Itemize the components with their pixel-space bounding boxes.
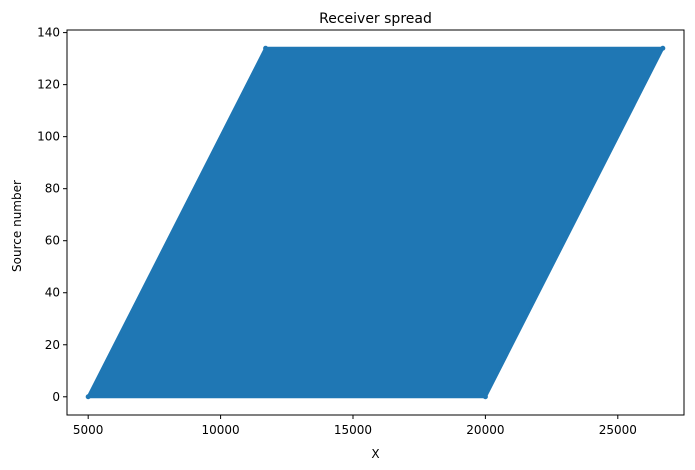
- x-tick-label: 10000: [201, 423, 239, 437]
- y-tick-label: 140: [37, 26, 60, 40]
- chart-title: Receiver spread: [319, 11, 432, 27]
- x-tick-label: 5000: [73, 423, 104, 437]
- y-tick-label: 20: [45, 338, 60, 352]
- y-axis: 0 20 40 60 80 100 120 140: [37, 26, 67, 404]
- y-tick-label: 80: [45, 182, 60, 196]
- y-tick-label: 120: [37, 78, 60, 92]
- data-point: [482, 394, 488, 400]
- y-tick-label: 100: [37, 130, 60, 144]
- x-axis: 5000 10000 15000 20000 25000: [73, 415, 637, 437]
- y-tick-label: 40: [45, 286, 60, 300]
- x-tick-label: 25000: [599, 423, 637, 437]
- x-tick-label: 20000: [466, 423, 504, 437]
- data-point: [660, 45, 666, 51]
- x-axis-label: X: [371, 447, 379, 461]
- data-point: [263, 45, 269, 51]
- y-tick-label: 0: [52, 390, 60, 404]
- axes-frame: [66, 29, 685, 416]
- plot-area: [85, 45, 666, 400]
- x-tick-label: 15000: [334, 423, 372, 437]
- y-axis-label: Source number: [10, 180, 24, 272]
- y-tick-label: 60: [45, 234, 60, 248]
- data-point: [85, 394, 91, 400]
